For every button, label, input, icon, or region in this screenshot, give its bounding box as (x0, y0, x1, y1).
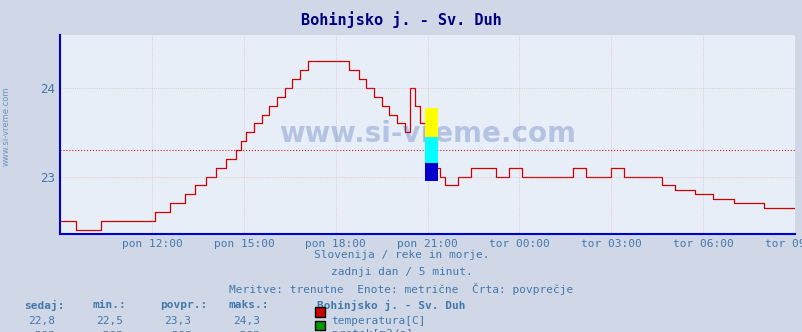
Bar (424, 137, 437, 163)
Text: Bohinjsko j. - Sv. Duh: Bohinjsko j. - Sv. Duh (301, 12, 501, 29)
Text: www.si-vreme.com: www.si-vreme.com (279, 121, 575, 148)
Text: Bohinjsko j. - Sv. Duh: Bohinjsko j. - Sv. Duh (317, 300, 465, 311)
Text: povpr.:: povpr.: (160, 300, 208, 310)
Text: 24,3: 24,3 (233, 316, 260, 326)
Text: -nan: -nan (164, 329, 192, 332)
Text: temperatura[C]: temperatura[C] (331, 316, 426, 326)
Text: -nan: -nan (28, 329, 55, 332)
Text: Slovenija / reke in morje.: Slovenija / reke in morje. (314, 250, 488, 260)
Text: sedaj:: sedaj: (24, 300, 64, 311)
Text: pretok[m3/s]: pretok[m3/s] (331, 329, 412, 332)
Text: -nan: -nan (233, 329, 260, 332)
Text: www.si-vreme.com: www.si-vreme.com (2, 86, 11, 166)
Text: 22,8: 22,8 (28, 316, 55, 326)
Text: Meritve: trenutne  Enote: metrične  Črta: povprečje: Meritve: trenutne Enote: metrične Črta: … (229, 283, 573, 295)
Text: zadnji dan / 5 minut.: zadnji dan / 5 minut. (330, 267, 472, 277)
Text: maks.:: maks.: (229, 300, 269, 310)
Text: min.:: min.: (92, 300, 126, 310)
Bar (424, 163, 437, 181)
Text: 22,5: 22,5 (96, 316, 124, 326)
Bar (424, 108, 437, 137)
Text: -nan: -nan (96, 329, 124, 332)
Text: 23,3: 23,3 (164, 316, 192, 326)
